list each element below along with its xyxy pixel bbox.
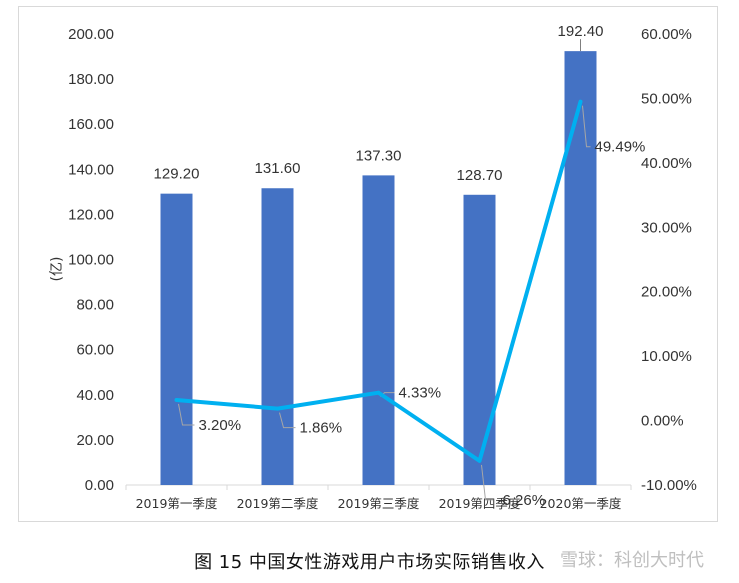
y2-tick-label: 60.00% [641,26,692,43]
y-tick-label: 80.00 [76,297,114,314]
y-tick-label: 40.00 [76,387,114,404]
y-tick-label: 60.00 [76,342,114,359]
y2-tick-label: 40.00% [641,155,692,172]
bar [261,188,294,485]
x-tick-label: 2019第四季度 [439,496,521,511]
y-tick-label: 160.00 [68,116,114,133]
line-value-label: -6.26% [498,492,546,509]
combo-chart: 0.00 20.00 40.00 60.00 80.00 100.00 120.00 140.… [49,23,697,511]
y-tick-label: 20.00 [76,432,114,449]
x-tick-label: 2019第一季度 [136,496,218,511]
y-tick-label: 0.00 [85,477,114,494]
watermark: 雪球：科创大时代 [560,550,704,571]
bar-value-label: 137.30 [356,147,402,164]
y-axis-label: (亿) [49,257,65,282]
chart-frame: 0.00 20.00 40.00 60.00 80.00 100.00 120.00 140.… [18,6,718,522]
x-tick-label: 2020第一季度 [540,496,622,511]
y2-tick-label: 50.00% [641,90,692,107]
x-tick-label: 2019第二季度 [237,496,319,511]
label-leader [582,105,591,148]
y2-tick-label: -10.00% [641,477,697,494]
y-tick-label: 140.00 [68,161,114,178]
y-tick-label: 180.00 [68,71,114,88]
line-value-label: 3.20% [199,417,242,434]
bar [160,193,193,486]
figure-caption: 图 15 中国女性游戏用户市场实际销售收入 [194,552,545,573]
y2-tick-label: 30.00% [641,219,692,236]
line-value-label: 1.86% [300,420,343,437]
label-leader [481,464,494,501]
bar-value-label: 129.20 [154,166,200,183]
y2-tick-label: 10.00% [641,348,692,365]
line-value-label: 4.33% [399,385,442,402]
label-leader [178,403,195,426]
y-tick-label: 120.00 [68,206,114,223]
bar [362,175,395,486]
bar-value-label: 128.70 [457,167,503,184]
y2-tick-label: 20.00% [641,284,692,301]
y-tick-label: 200.00 [68,26,114,43]
bar-value-label: 131.60 [255,160,301,177]
bar [463,194,496,485]
label-leader [279,412,296,429]
bar [564,51,597,485]
y-tick-label: 100.00 [68,252,114,269]
x-tick-label: 2019第三季度 [338,496,420,511]
line-value-label: 49.49% [595,139,646,156]
bar-value-label: 192.40 [558,23,604,40]
growth-line [174,99,583,463]
y2-tick-label: 0.00% [641,413,684,430]
